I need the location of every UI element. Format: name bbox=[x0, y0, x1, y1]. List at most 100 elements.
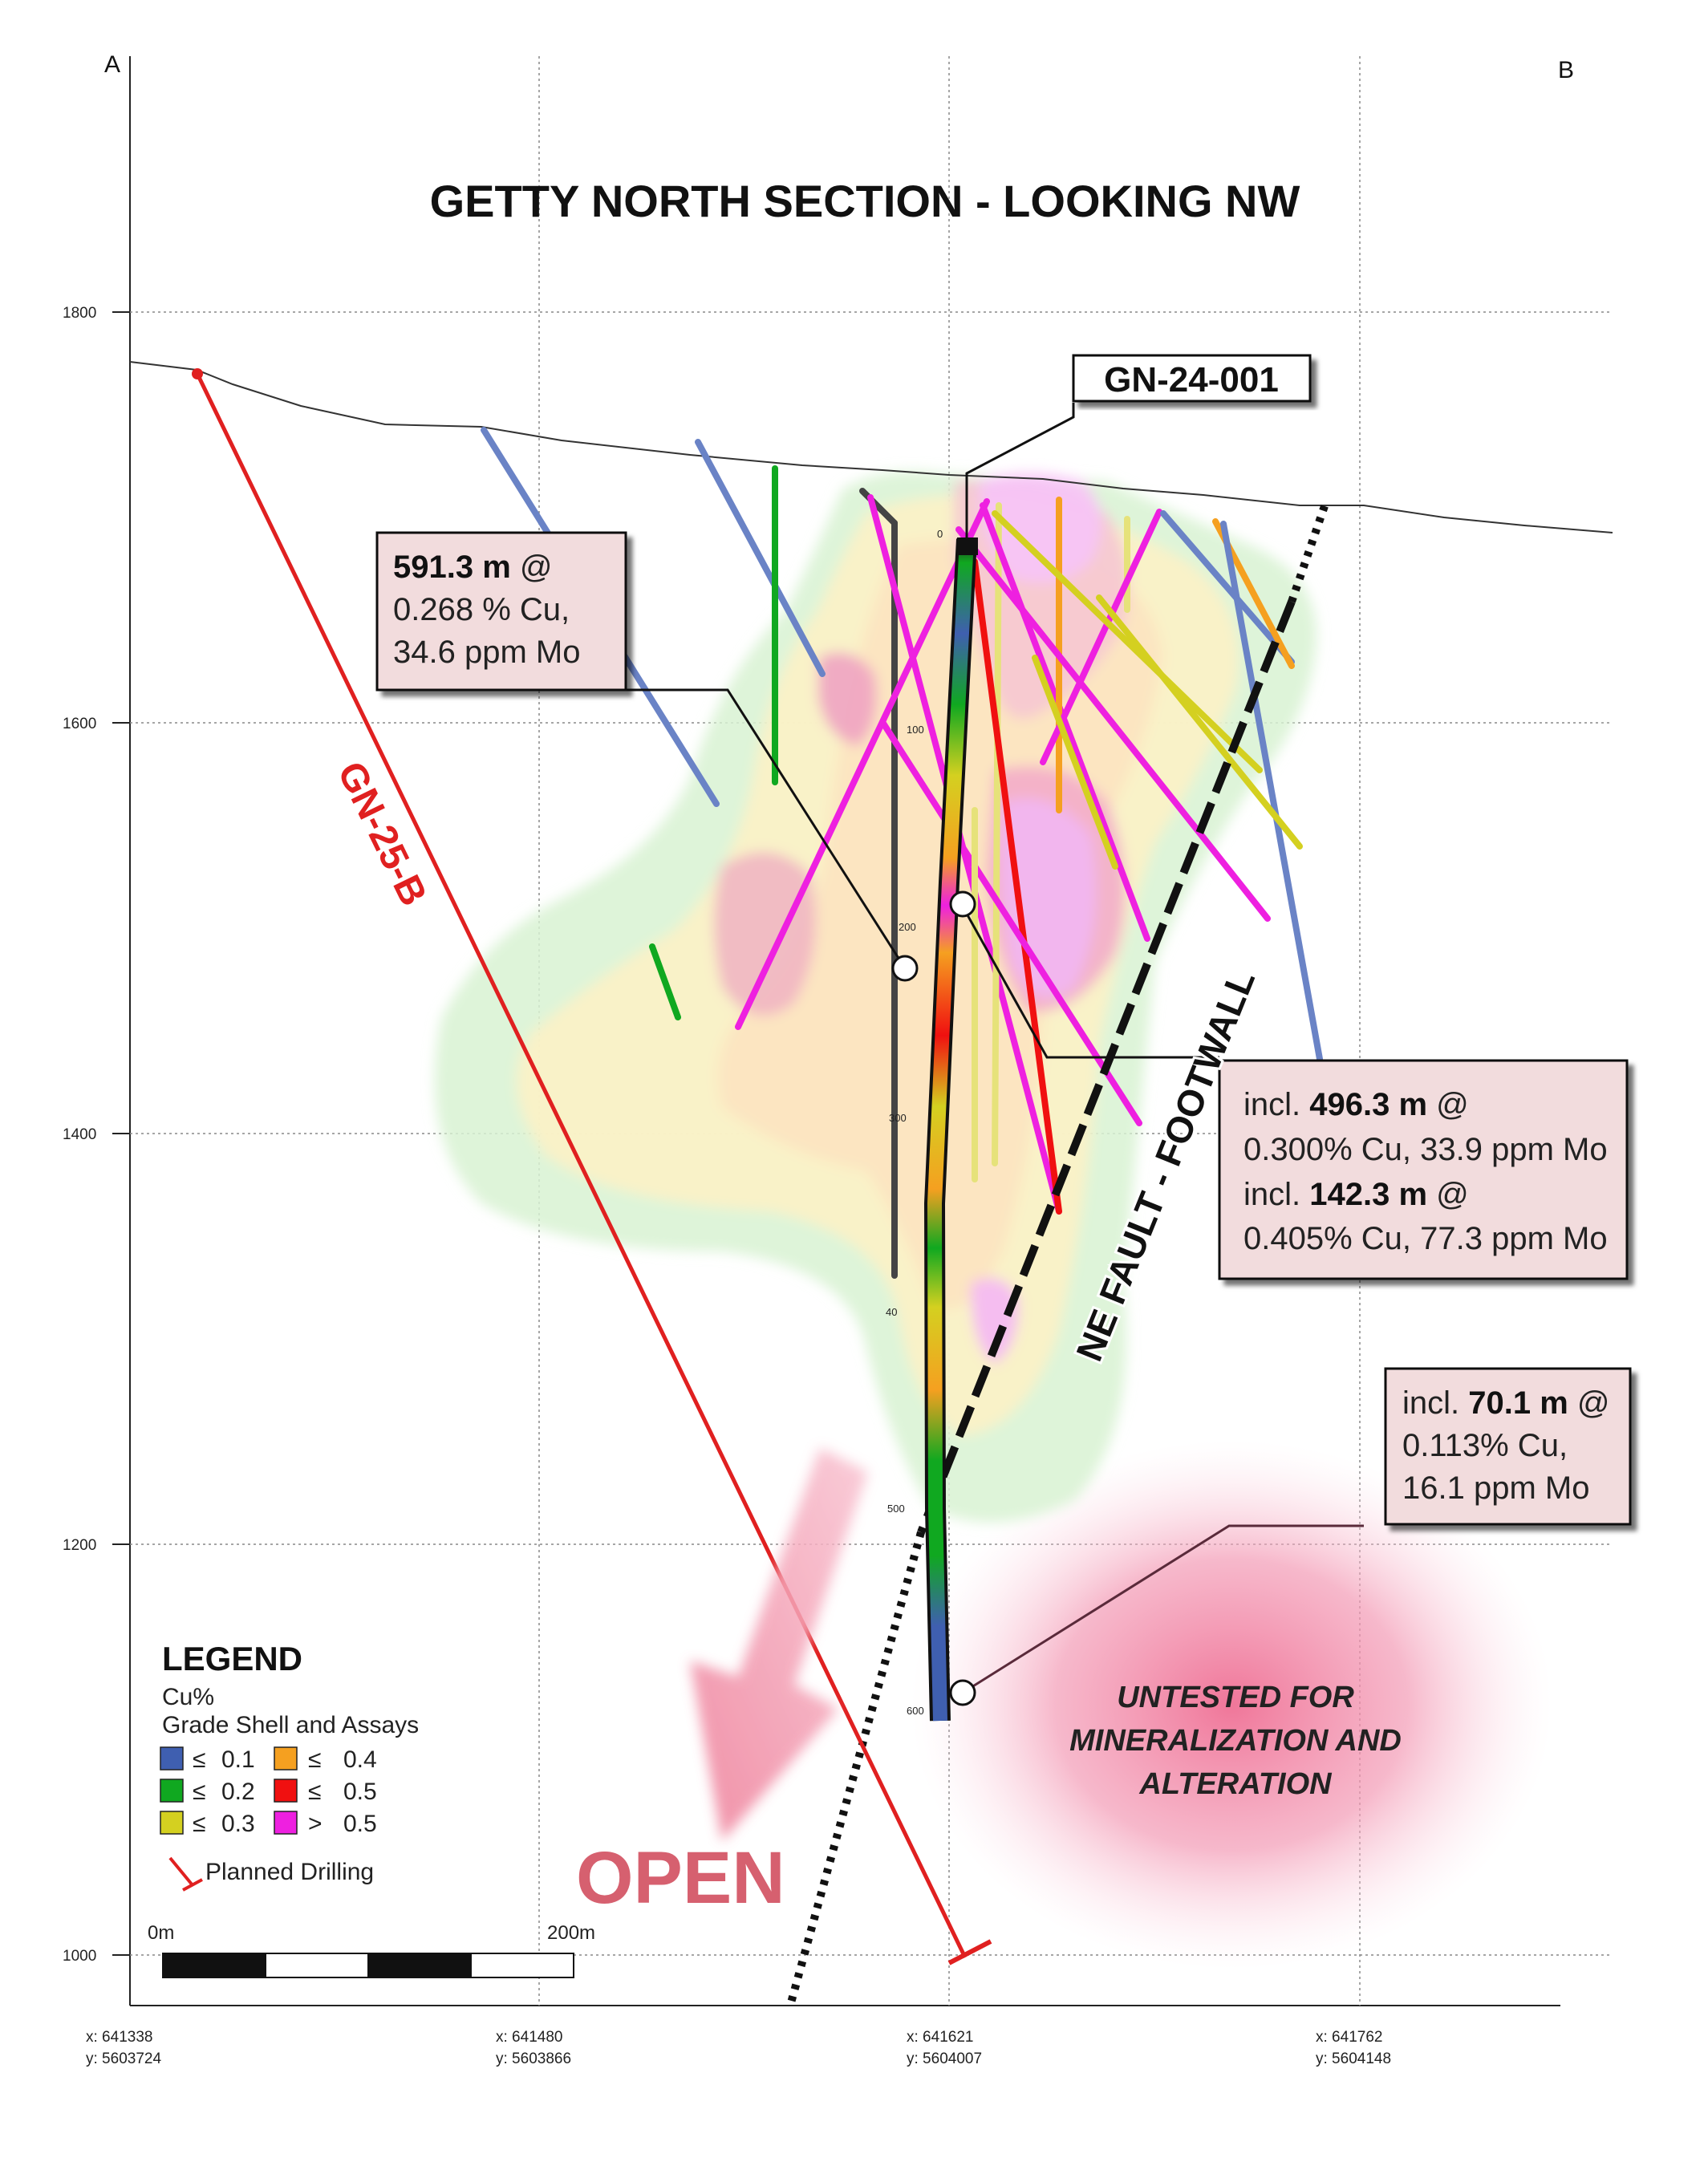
intercept-70-line2: 0.113% Cu, bbox=[1402, 1428, 1568, 1463]
section-end-label: B bbox=[1558, 57, 1574, 83]
intercept-box-70-bg bbox=[1384, 1367, 1632, 1526]
legend-swatch-0.2 bbox=[160, 1779, 184, 1803]
scale-end-label: 200m bbox=[547, 1922, 595, 1944]
intercept-591-line1: 591.3 m @ bbox=[393, 550, 553, 585]
planned-hole-trace bbox=[195, 372, 968, 1959]
intercept-496-line2: 0.300% Cu, 33.9 ppm Mo bbox=[1243, 1132, 1608, 1167]
elevation-ticks bbox=[112, 311, 130, 1956]
intercept-marker-70 bbox=[949, 1679, 976, 1706]
intercept-box-70: incl. 70.1 m @ 0.113% Cu, 16.1 ppm Mo bbox=[1384, 1367, 1632, 1526]
coordinate-labels: x: 641338 y: 5603724 x: 641480 y: 560386… bbox=[86, 2029, 1391, 2067]
legend-swatch-0.5 bbox=[274, 1779, 298, 1803]
legend-symbol-0.3: ≤ bbox=[193, 1811, 205, 1837]
legend-symbol-gt-0.5: > bbox=[308, 1811, 323, 1837]
shell-high-d bbox=[818, 652, 877, 746]
coord-1-y: y: 5603724 bbox=[86, 2050, 161, 2067]
fault-dashed-segment bbox=[917, 600, 1296, 1534]
untested-label-line2: MINERALIZATION AND bbox=[1069, 1724, 1402, 1758]
open-direction-arrow bbox=[690, 1448, 868, 1841]
depth-label-40: 40 bbox=[886, 1306, 897, 1318]
drill-hole-2 bbox=[695, 439, 826, 677]
planned-hole-end-cap bbox=[947, 1939, 992, 1965]
legend-symbol-0.2: ≤ bbox=[193, 1779, 205, 1805]
untested-zone bbox=[911, 1440, 1552, 1969]
coord-4-x: x: 641762 bbox=[1316, 2029, 1382, 2046]
legend-swatch-gt-0.5 bbox=[274, 1811, 298, 1835]
coord-1-x: x: 641338 bbox=[86, 2029, 152, 2046]
fault-dotted-segment-top bbox=[1288, 502, 1329, 603]
drill-hole-20 bbox=[1096, 594, 1303, 850]
shell-high-c bbox=[971, 1278, 1019, 1364]
open-label: OPEN bbox=[576, 1837, 785, 1919]
intercept-box-496: incl. 496.3 m @ 0.300% Cu, 33.9 ppm Mo i… bbox=[1218, 1059, 1629, 1280]
elevation-label-1600: 1600 bbox=[63, 716, 96, 732]
legend-value-0.1: 0.1 bbox=[221, 1746, 255, 1773]
legend-value-0.2: 0.2 bbox=[221, 1779, 255, 1805]
intercept-496-line3: incl. 142.3 m @ bbox=[1243, 1177, 1469, 1212]
elevation-label-1200: 1200 bbox=[63, 1537, 96, 1554]
intercept-box-496-bg bbox=[1218, 1059, 1629, 1280]
depth-label-0: 0 bbox=[937, 528, 943, 540]
drill-hole-17 bbox=[955, 526, 1271, 922]
planned-drill-hole bbox=[192, 368, 992, 1965]
untested-label-line3: ALTERATION bbox=[1138, 1767, 1333, 1801]
legend-subtitle: Grade Shell and Assays bbox=[162, 1712, 419, 1738]
coord-3-x: x: 641621 bbox=[907, 2029, 973, 2046]
drill-hole-13 bbox=[992, 510, 1263, 773]
leader-496 bbox=[961, 906, 1219, 1059]
coord-3-y: y: 5604007 bbox=[907, 2050, 982, 2067]
elevation-label-1800: 1800 bbox=[63, 305, 96, 322]
drill-hole-8 bbox=[992, 502, 1002, 1166]
depth-label-100: 100 bbox=[907, 724, 924, 736]
intercept-496-line1: incl. 496.3 m @ bbox=[1243, 1087, 1469, 1122]
legend-symbol-0.4: ≤ bbox=[308, 1746, 321, 1773]
map-title: GETTY NORTH SECTION - LOOKING NW bbox=[430, 176, 1300, 226]
legend-value-0.4: 0.4 bbox=[343, 1746, 377, 1773]
shell-0.5-b bbox=[714, 852, 816, 1016]
intercept-box-591-bg bbox=[375, 531, 627, 692]
drill-hole-16 bbox=[1220, 521, 1323, 1062]
main-drill-hole bbox=[923, 537, 978, 1722]
frame bbox=[129, 56, 1560, 2006]
legend-value-0.5: 0.5 bbox=[343, 1779, 377, 1805]
shell-high-b bbox=[1000, 798, 1097, 999]
open-arrow-shape bbox=[690, 1448, 868, 1841]
main-hole-collar bbox=[957, 537, 978, 555]
depth-label-500: 500 bbox=[887, 1503, 905, 1515]
leader-70 bbox=[962, 1524, 1364, 1694]
legend-swatch-0.3 bbox=[160, 1811, 184, 1835]
depth-label-600: 600 bbox=[907, 1705, 924, 1717]
scale-seg-4 bbox=[470, 1953, 574, 1978]
legend-swatch-0.1 bbox=[160, 1746, 184, 1771]
intercept-box-591: 591.3 m @ 0.268 % Cu, 34.6 ppm Mo bbox=[375, 531, 627, 692]
legend-swatch-0.4 bbox=[274, 1746, 298, 1771]
legend-symbol-0.5: ≤ bbox=[308, 1779, 321, 1805]
intercept-496-line4: 0.405% Cu, 77.3 ppm Mo bbox=[1243, 1221, 1608, 1256]
main-hole-trace-assays bbox=[927, 538, 974, 1722]
scale-seg-1 bbox=[162, 1953, 266, 1978]
intercept-marker-591 bbox=[891, 955, 919, 982]
legend-value-gt-0.5: 0.5 bbox=[343, 1811, 377, 1837]
intercept-70-line3: 16.1 ppm Mo bbox=[1402, 1470, 1589, 1506]
drill-hole-21 bbox=[1032, 655, 1118, 870]
drill-hole-23 bbox=[649, 943, 681, 1020]
legend-value-0.3: 0.3 bbox=[221, 1811, 255, 1837]
coord-2-y: y: 5603866 bbox=[496, 2050, 571, 2067]
drill-hole-14 bbox=[1160, 510, 1295, 665]
intercept-70-line1: incl. 70.1 m @ bbox=[1402, 1385, 1610, 1421]
legend-planned-label: Planned Drilling bbox=[205, 1859, 374, 1885]
ne-fault bbox=[786, 502, 1329, 2007]
scale-bar: 0m 200m bbox=[148, 1922, 595, 1978]
untested-label-line1: UNTESTED FOR bbox=[1117, 1681, 1354, 1714]
legend-symbol-0.1: ≤ bbox=[193, 1746, 205, 1773]
legend-title: LEGEND bbox=[162, 1640, 302, 1677]
hole-id-label: GN-24-001 bbox=[1104, 360, 1279, 400]
planned-hole-collar bbox=[192, 368, 203, 379]
legend-unit: Cu% bbox=[162, 1684, 214, 1710]
intercept-591-line3: 34.6 ppm Mo bbox=[393, 635, 580, 670]
scale-seg-3 bbox=[367, 1953, 472, 1978]
leader-lines bbox=[626, 403, 1364, 1694]
leader-hole-id bbox=[965, 403, 1075, 539]
intercept-591-line2: 0.268 % Cu, bbox=[393, 592, 570, 627]
